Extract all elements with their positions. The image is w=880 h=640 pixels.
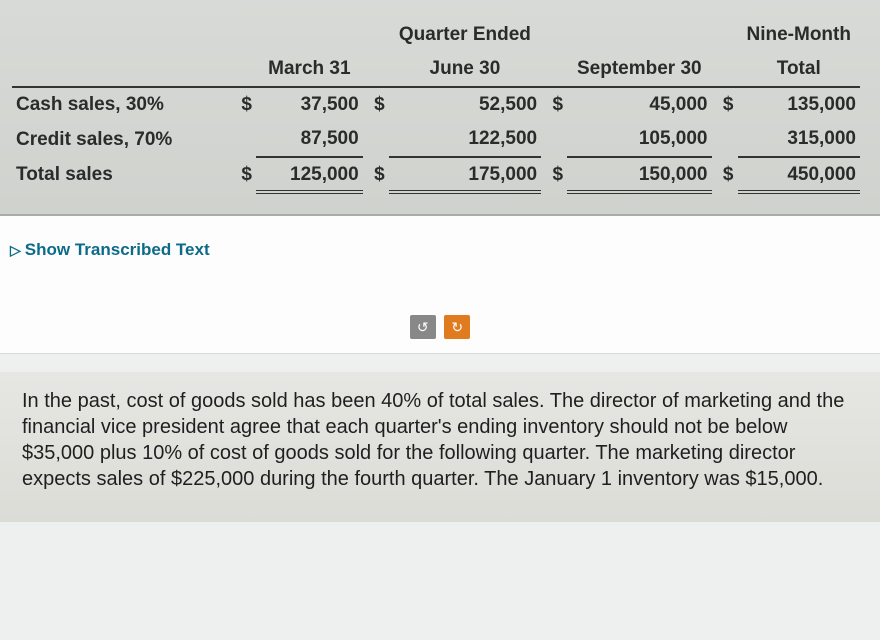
prev-button[interactable]: ↺ [410,315,436,339]
quarter-ended-header: Quarter Ended [389,18,541,52]
header-row-2: March 31 June 30 September 30 Total [12,52,860,87]
problem-paragraph: In the past, cost of goods sold has been… [22,388,858,492]
dollar-sign: $ [541,157,567,192]
col-total: Total [738,52,861,87]
credit-march: 87,500 [256,122,363,157]
nav-button-row: ↺ ↻ [0,315,880,354]
sales-table-section: Quarter Ended Nine-Month March 31 June 3… [0,0,880,216]
dollar-sign: $ [230,87,256,122]
total-label: Total sales [12,157,230,192]
cash-march: 37,500 [256,87,363,122]
credit-label: Credit sales, 70% [12,122,230,157]
dollar-sign: $ [712,157,738,192]
col-march: March 31 [256,52,363,87]
sales-table: Quarter Ended Nine-Month March 31 June 3… [12,18,860,194]
credit-total: 315,000 [738,122,861,157]
credit-september: 105,000 [567,122,711,157]
nine-month-header: Nine-Month [738,18,861,52]
dollar-sign: $ [541,87,567,122]
cash-september: 45,000 [567,87,711,122]
cash-total: 135,000 [738,87,861,122]
show-transcribed-label: Show Transcribed Text [25,240,210,259]
next-button[interactable]: ↻ [444,315,470,339]
total-sales-row: Total sales $125,000 $175,000 $150,000 $… [12,157,860,192]
dollar-sign: $ [363,87,389,122]
dollar-sign: $ [230,157,256,192]
credit-sales-row: Credit sales, 70% 87,500 122,500 105,000… [12,122,860,157]
header-row-1: Quarter Ended Nine-Month [12,18,860,52]
dollar-sign: $ [363,157,389,192]
total-september: 150,000 [567,157,711,192]
chevron-right-icon: ▷ [10,242,21,258]
total-june: 175,000 [389,157,541,192]
col-june: June 30 [389,52,541,87]
problem-text-section: In the past, cost of goods sold has been… [0,372,880,522]
mid-section: ▷Show Transcribed Text [0,216,880,315]
show-transcribed-link[interactable]: ▷Show Transcribed Text [10,240,210,259]
undo-icon: ↺ [417,319,429,335]
dollar-sign: $ [712,87,738,122]
cash-june: 52,500 [389,87,541,122]
redo-icon: ↻ [451,319,463,335]
cash-label: Cash sales, 30% [12,87,230,122]
credit-june: 122,500 [389,122,541,157]
col-september: September 30 [567,52,711,87]
total-march: 125,000 [256,157,363,192]
total-total: 450,000 [738,157,861,192]
cash-sales-row: Cash sales, 30% $37,500 $52,500 $45,000 … [12,87,860,122]
